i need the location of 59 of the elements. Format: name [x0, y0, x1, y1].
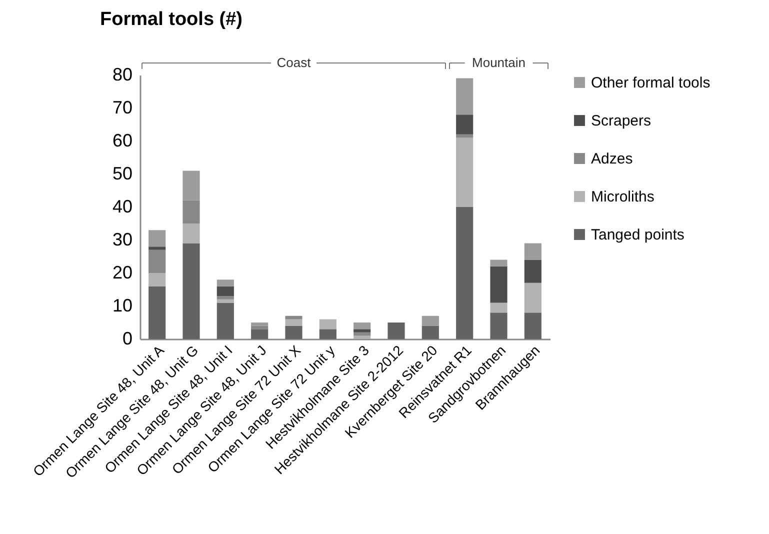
y-tick-label: 40	[112, 196, 132, 216]
bar	[354, 322, 371, 330]
bar	[251, 322, 268, 326]
text: Mountain	[472, 55, 526, 70]
text: Coast	[276, 55, 312, 70]
legend-label: Tanged points	[591, 226, 684, 244]
bar	[216, 286, 234, 296]
bar	[216, 299, 234, 303]
bar	[456, 138, 474, 207]
bar	[490, 312, 508, 339]
y-tick-label: 50	[112, 164, 132, 184]
y-tick-label: 10	[112, 296, 132, 316]
bar	[216, 296, 234, 300]
bar	[490, 266, 508, 303]
legend-label: Microliths	[591, 188, 654, 206]
bar	[182, 224, 200, 244]
bar	[285, 326, 302, 339]
bar	[216, 280, 234, 286]
bar	[285, 316, 302, 320]
y-tick-label: 0	[122, 328, 132, 348]
bar	[285, 319, 302, 326]
bar	[354, 336, 371, 339]
bar	[422, 316, 439, 326]
bar	[251, 326, 268, 330]
bar	[388, 322, 405, 339]
bar	[182, 243, 200, 339]
bar	[490, 302, 508, 313]
chart-title: Formal tools (#)	[100, 9, 243, 30]
bar	[251, 329, 268, 339]
bar	[216, 302, 234, 339]
bar	[524, 312, 542, 339]
bar	[319, 329, 336, 339]
bar	[148, 246, 166, 250]
bar	[456, 114, 474, 134]
bar	[148, 250, 166, 273]
bar	[490, 260, 508, 266]
y-tick-label: 60	[112, 130, 132, 150]
bar	[354, 332, 371, 336]
bar	[354, 329, 371, 332]
bar	[456, 134, 474, 138]
bar	[524, 282, 542, 313]
bar	[422, 326, 439, 339]
bar	[182, 200, 200, 224]
legend-label: Other formal tools	[591, 74, 710, 92]
bar	[182, 170, 200, 200]
bar	[148, 230, 166, 247]
y-tick-label: 30	[112, 230, 132, 250]
bar	[524, 243, 542, 260]
y-tick-label: 80	[112, 64, 132, 84]
bar	[456, 78, 474, 115]
bar	[456, 207, 474, 339]
legend-label: Adzes	[591, 150, 633, 168]
bar	[148, 273, 166, 286]
y-tick-label: 20	[112, 262, 132, 282]
legend-label: Scrapers	[591, 112, 652, 130]
bar	[148, 286, 166, 339]
y-tick-label: 70	[112, 98, 132, 118]
bar	[319, 319, 336, 330]
bar	[524, 260, 542, 283]
